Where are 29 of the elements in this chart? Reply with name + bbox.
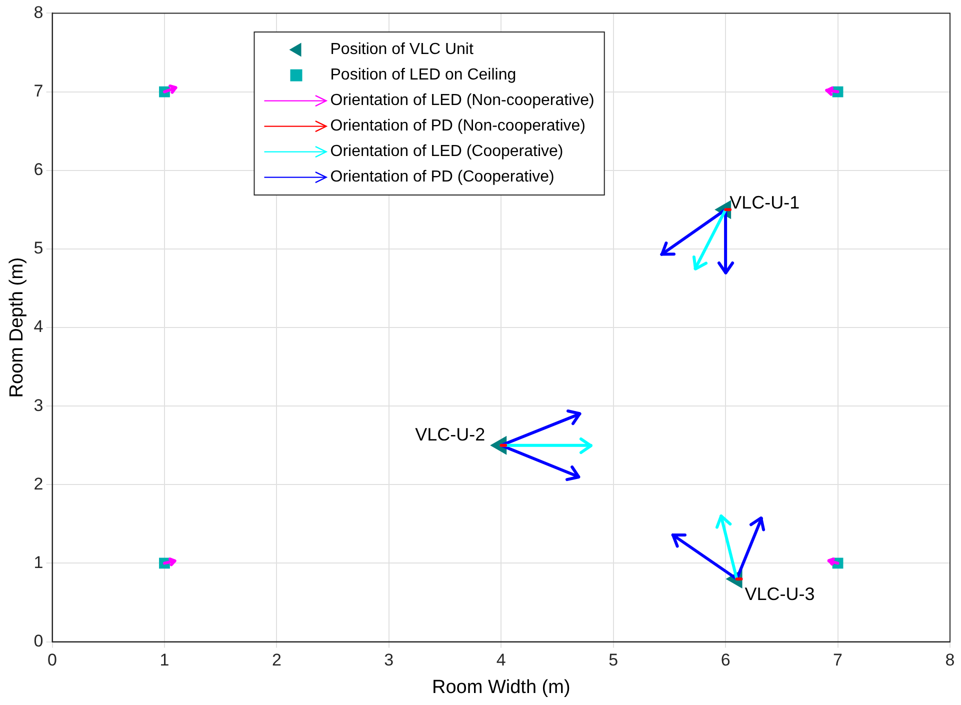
legend-label: Orientation of PD (Cooperative) <box>330 168 554 186</box>
y-tick-label: 1 <box>34 552 44 572</box>
legend-label: Orientation of PD (Non-cooperative) <box>330 118 586 135</box>
x-tick-label: 7 <box>833 650 843 670</box>
y-tick-label: 7 <box>34 81 44 100</box>
y-tick-label: 0 <box>34 631 44 650</box>
y-axis-title: Room Depth (m) <box>6 257 28 398</box>
x-tick-label: 8 <box>945 650 955 670</box>
legend-label: Orientation of LED (Cooperative) <box>330 143 564 160</box>
annotation: VLC-U-2 <box>415 424 486 444</box>
annotation: VLC-U-1 <box>730 192 800 213</box>
legend-label: Position of VLC Unit <box>330 41 474 58</box>
y-tick-label: 3 <box>34 396 44 415</box>
x-tick-label: 2 <box>272 650 282 670</box>
x-tick-label: 3 <box>384 650 394 670</box>
y-tick-label: 4 <box>34 317 44 336</box>
x-tick-label: 6 <box>720 650 730 670</box>
x-tick-label: 1 <box>160 650 170 670</box>
x-tick-label: 0 <box>48 650 57 670</box>
legend-label: Orientation of LED (Non-cooperative) <box>330 92 594 110</box>
annotation: VLC-U-3 <box>744 584 815 604</box>
y-tick-label: 2 <box>34 474 44 494</box>
y-tick-label: 5 <box>34 238 44 258</box>
legend-label: Position of LED on Ceiling <box>330 66 516 84</box>
x-axis-title: Room Width (m) <box>432 676 570 698</box>
y-tick-label: 8 <box>34 2 44 22</box>
x-tick-label: 5 <box>608 650 618 670</box>
y-tick-label: 6 <box>34 160 44 180</box>
x-tick-label: 4 <box>496 650 506 670</box>
